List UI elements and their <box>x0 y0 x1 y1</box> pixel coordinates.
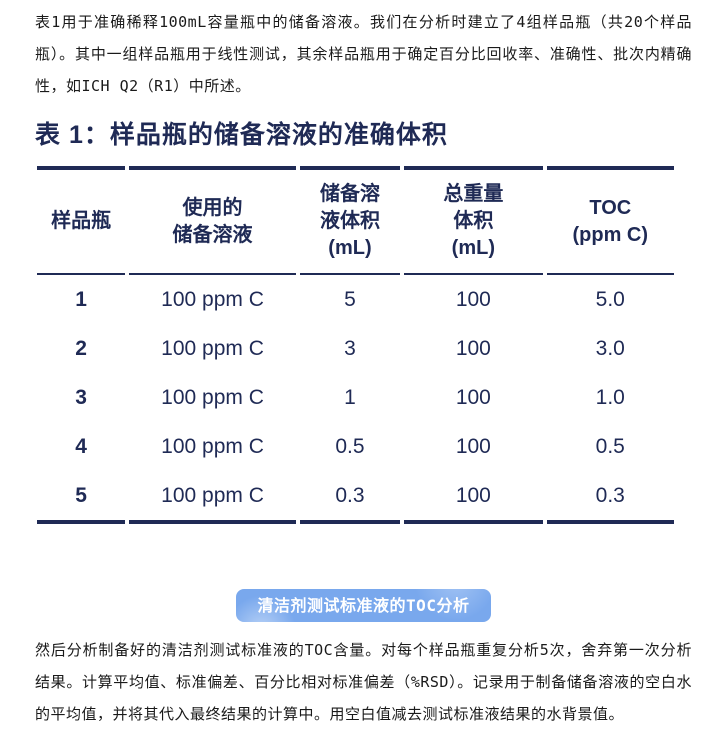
cell-stock-volume: 0.5 <box>335 434 365 458</box>
cell-total-volume: 100 <box>455 385 491 409</box>
intro-paragraph: 表1用于准确稀释100mL容量瓶中的储备溶液。我们在分析时建立了4组样品瓶（共2… <box>35 13 692 95</box>
cell-toc: 3.0 <box>595 336 625 360</box>
section-badge-toc-analysis[interactable]: 清洁剂测试标准液的TOC分析 <box>236 589 491 622</box>
cell-toc: 0.5 <box>595 434 625 458</box>
table-row: 1 100 ppm C 5 100 5.0 <box>37 275 674 324</box>
cell-total-volume: 100 <box>404 471 543 524</box>
cell-vial-id: 4 <box>75 434 87 458</box>
table-row: 4 100 ppm C 0.5 100 0.5 <box>37 422 674 471</box>
column-header-total-volume: 总重量 体积 (mL) <box>404 166 543 275</box>
column-header-toc: TOC (ppm C) <box>546 166 674 275</box>
table-row: 2 100 ppm C 3 100 3.0 <box>37 324 674 373</box>
table-header: 样品瓶 使用的 储备溶液 储备溶 液体积 (mL) 总重量 体积 (mL) TO… <box>37 166 674 275</box>
cell-toc: 1.0 <box>595 385 625 409</box>
cell-total-volume: 100 <box>455 287 491 311</box>
cell-stock-solution: 100 ppm C <box>129 471 296 524</box>
table-row: 5 100 ppm C 0.3 100 0.3 <box>37 471 674 524</box>
cell-stock-solution: 100 ppm C <box>161 336 264 360</box>
cell-vial-id: 3 <box>75 385 87 409</box>
table-body: 1 100 ppm C 5 100 5.0 2 100 ppm C 3 100 … <box>37 275 674 524</box>
table-title: 表 1：样品瓶的储备溶液的准确体积 <box>35 121 448 149</box>
cell-stock-solution: 100 ppm C <box>161 434 264 458</box>
table-row: 3 100 ppm C 1 100 1.0 <box>37 373 674 422</box>
column-header-vial: 样品瓶 <box>37 166 126 275</box>
cell-stock-solution: 100 ppm C <box>161 385 264 409</box>
section-badge-label: 清洁剂测试标准液的TOC分析 <box>257 596 470 615</box>
cell-stock-volume: 0.3 <box>299 471 401 524</box>
column-header-stock-volume: 储备溶 液体积 (mL) <box>299 166 401 275</box>
cell-stock-solution: 100 ppm C <box>161 287 264 311</box>
cell-stock-volume: 1 <box>344 385 356 409</box>
cell-stock-volume: 3 <box>344 336 356 360</box>
sample-vials-table: 样品瓶 使用的 储备溶液 储备溶 液体积 (mL) 总重量 体积 (mL) TO… <box>33 166 678 524</box>
cell-toc: 5.0 <box>595 287 625 311</box>
closing-paragraph: 然后分析制备好的清洁剂测试标准液的TOC含量。对每个样品瓶重复分析5次，舍弃第一… <box>35 641 692 723</box>
table-header-row: 样品瓶 使用的 储备溶液 储备溶 液体积 (mL) 总重量 体积 (mL) TO… <box>37 166 674 275</box>
cell-total-volume: 100 <box>455 434 491 458</box>
cell-toc: 0.3 <box>546 471 674 524</box>
cell-vial-id: 5 <box>37 471 126 524</box>
cell-stock-volume: 5 <box>344 287 356 311</box>
cell-total-volume: 100 <box>455 336 491 360</box>
cell-vial-id: 1 <box>75 287 87 311</box>
cell-vial-id: 2 <box>75 336 87 360</box>
column-header-stock-solution: 使用的 储备溶液 <box>129 166 296 275</box>
